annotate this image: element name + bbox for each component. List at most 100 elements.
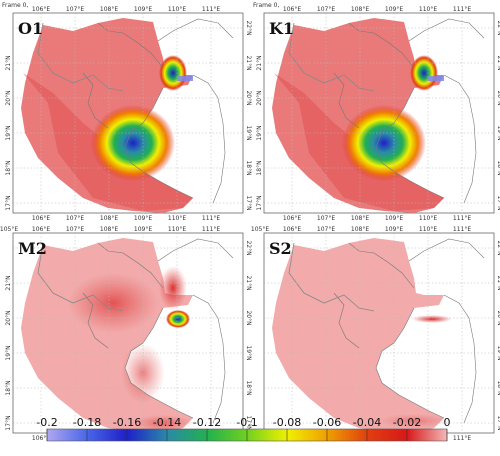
colorbar-tick-label: -0.2 <box>36 416 57 429</box>
right-lat-tick: 19°N <box>245 345 252 360</box>
right-lat-tick: 18°N <box>245 380 252 395</box>
coastline <box>124 87 194 199</box>
left-lat-tick: 17°N <box>5 195 12 210</box>
left-lat-tick: 20°N <box>5 310 12 325</box>
left-lat-tick: 19°N <box>5 345 12 360</box>
colorbar-tick-label: -0.12 <box>193 416 221 429</box>
right-lat-tick: 21°N <box>245 55 252 70</box>
panel-label-k1: K1 <box>269 19 294 38</box>
left-lat-tick: 20°N <box>256 90 263 105</box>
right-lat-tick: 21°N <box>245 275 252 290</box>
right-lat-tick: 18°N <box>245 160 252 175</box>
bottom-lon-tick: 110°E <box>419 215 437 222</box>
top-lon-tick: 106°E <box>32 226 50 233</box>
top-lon-tick: 108°E <box>100 6 118 13</box>
right-lat-tick: 22°N <box>245 20 252 35</box>
colorbar-tick-label: -0.04 <box>353 416 381 429</box>
colorbar-tick-label: -0.14 <box>153 416 181 429</box>
right-lat-tick: 20°N <box>496 310 500 325</box>
bottom-lon-tick: 111°E <box>453 215 471 222</box>
amplitude-patch <box>159 266 187 310</box>
country-border <box>288 242 375 312</box>
left-lat-tick: 21°N <box>256 55 263 70</box>
amplitude-patch <box>379 414 449 428</box>
coastline <box>333 72 360 129</box>
top-lon-tick: 110°E <box>419 226 437 233</box>
top-lon-tick: 107°E <box>317 226 335 233</box>
colorbar-tick-label: 0 <box>444 416 451 429</box>
right-lat-tick: 17°N <box>496 195 500 210</box>
right-lat-tick: 20°N <box>245 90 252 105</box>
left-lat-tick: 19°N <box>5 125 12 140</box>
left-lat-tick: 21°N <box>5 55 12 70</box>
top-lon-tick: 106°E <box>32 6 50 13</box>
panel-s2: 105°E106°E107°E108°E109°E110°E111°E106°E… <box>251 226 500 442</box>
right-lat-tick: 17°N <box>496 415 500 430</box>
bottom-lon-tick: 106°E <box>32 435 50 442</box>
panel-label-s2: S2 <box>269 239 292 258</box>
strait-anomaly <box>159 55 187 91</box>
colorbar-tick-label: -0.1 <box>236 416 257 429</box>
top-lon-tick: 107°E <box>66 226 84 233</box>
strait-anomaly <box>410 55 438 91</box>
strait-channel <box>428 76 444 81</box>
colorbar-tick-label: -0.08 <box>273 416 301 429</box>
bottom-lon-tick: 109°E <box>385 215 403 222</box>
top-lon-tick: 111°E <box>453 6 471 13</box>
top-lon-tick: 107°E <box>66 6 84 13</box>
left-lat-tick: 17°N <box>5 415 12 430</box>
colorbar-tick-label: -0.06 <box>313 416 341 429</box>
right-lat-tick: 19°N <box>245 125 252 140</box>
country-border <box>288 22 375 92</box>
left-lat-tick: 20°N <box>5 90 12 105</box>
right-lat-tick: 18°N <box>496 380 500 395</box>
frame-label-2: Frame 0, <box>253 2 279 9</box>
top-lon-tick: 108°E <box>100 226 118 233</box>
top-lon-tick: 109°E <box>134 226 152 233</box>
bottom-lon-tick: 110°E <box>168 215 186 222</box>
right-lat-tick: 21°N <box>496 55 500 70</box>
top-lon-tick: 111°E <box>453 226 471 233</box>
strait-channel <box>177 76 193 81</box>
coastline <box>333 292 360 349</box>
panel-o1: 106°E 107°E 108°E 109°E 110°E 111°E 106°E 107°E… <box>5 6 252 222</box>
left-lat-tick: 18°N <box>5 380 12 395</box>
top-lon-tick: 109°E <box>134 6 152 13</box>
coastline <box>348 242 415 289</box>
coastline <box>348 22 415 69</box>
gulf-anomaly <box>342 105 426 181</box>
bottom-lon-tick: 107°E <box>317 215 335 222</box>
top-lon-tick: 111°E <box>202 226 220 233</box>
coastline <box>443 294 477 424</box>
top-lon-tick: 107°E <box>317 6 335 13</box>
top-lon-tick: 108°E <box>351 226 369 233</box>
left-lat-tick: 21°N <box>5 275 12 290</box>
right-lat-tick: 22°N <box>496 240 500 255</box>
left-lat-tick: 19°N <box>256 125 263 140</box>
colorbar-tick-label: -0.16 <box>113 416 141 429</box>
top-lon-tick: 108°E <box>351 6 369 13</box>
panel-k1: 106°E 107°E 108°E 109°E 110°E 111°E 106°E 107°E… <box>256 6 500 222</box>
coastline <box>192 294 226 424</box>
amplitude-patch <box>133 415 193 431</box>
left-lat-tick: 18°N <box>256 160 263 175</box>
bottom-lon-tick: 109°E <box>134 215 152 222</box>
country-border <box>37 242 124 312</box>
coastline <box>124 307 194 419</box>
bottom-lon-tick: 106°E <box>32 215 50 222</box>
bottom-lon-tick: 108°E <box>351 215 369 222</box>
top-lon-tick: 109°E <box>385 226 403 233</box>
panels-group: 106°E 107°E 108°E 109°E 110°E 111°E 106°E 107°E… <box>0 6 500 442</box>
coastline <box>375 87 445 199</box>
bottom-lon-tick: 108°E <box>100 215 118 222</box>
bottom-lon-tick: 107°E <box>66 215 84 222</box>
amplitude-patch <box>68 273 158 333</box>
right-lat-tick: 20°N <box>245 310 252 325</box>
coastline <box>97 22 164 69</box>
panel-label-m2: M2 <box>18 239 47 258</box>
frame-label: Frame 0, <box>2 2 28 9</box>
right-lat-tick: 19°N <box>496 345 500 360</box>
top-lon-tick: 106°E <box>283 6 301 13</box>
top-lon-tick: 110°E <box>168 6 186 13</box>
